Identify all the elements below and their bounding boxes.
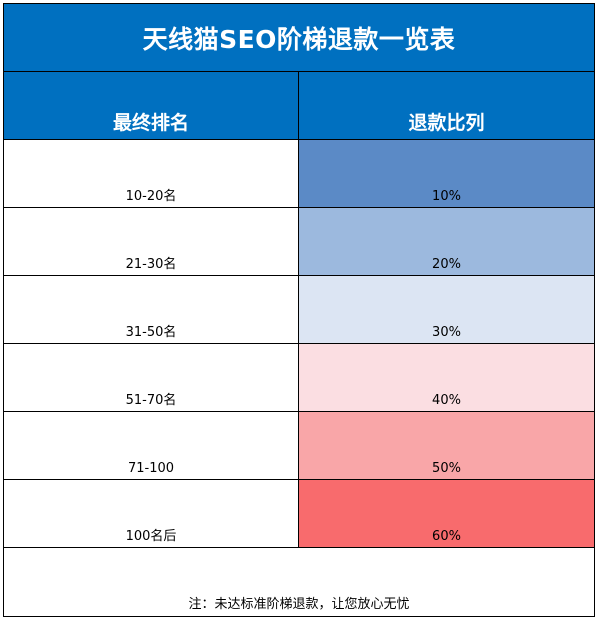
footer-note: 注：未达标准阶梯退款，让您放心无忧 xyxy=(188,597,410,612)
header-final-rank: 最终排名 xyxy=(4,72,299,140)
rank-cell: 71-100 xyxy=(4,412,299,480)
refund-cell: 30% xyxy=(299,276,594,344)
header-refund-ratio: 退款比列 xyxy=(299,72,594,140)
refund-cell: 10% xyxy=(299,140,594,208)
table-row: 100名后 60% xyxy=(4,480,594,548)
rank-cell: 51-70名 xyxy=(4,344,299,412)
table-row: 51-70名 40% xyxy=(4,344,594,412)
refund-table: 天线猫SEO阶梯退款一览表 最终排名 退款比列 10-20名 10% 21-30… xyxy=(3,3,595,617)
table-row: 31-50名 30% xyxy=(4,276,594,344)
refund-cell: 50% xyxy=(299,412,594,480)
rank-cell: 10-20名 xyxy=(4,140,299,208)
table-title: 天线猫SEO阶梯退款一览表 xyxy=(4,4,594,72)
table-row: 71-100 50% xyxy=(4,412,594,480)
refund-cell: 40% xyxy=(299,344,594,412)
refund-cell: 20% xyxy=(299,208,594,276)
rank-cell: 21-30名 xyxy=(4,208,299,276)
rank-cell: 31-50名 xyxy=(4,276,299,344)
rank-cell: 100名后 xyxy=(4,480,299,548)
table-row: 21-30名 20% xyxy=(4,208,594,276)
table-row: 10-20名 10% xyxy=(4,140,594,208)
refund-cell: 60% xyxy=(299,480,594,548)
